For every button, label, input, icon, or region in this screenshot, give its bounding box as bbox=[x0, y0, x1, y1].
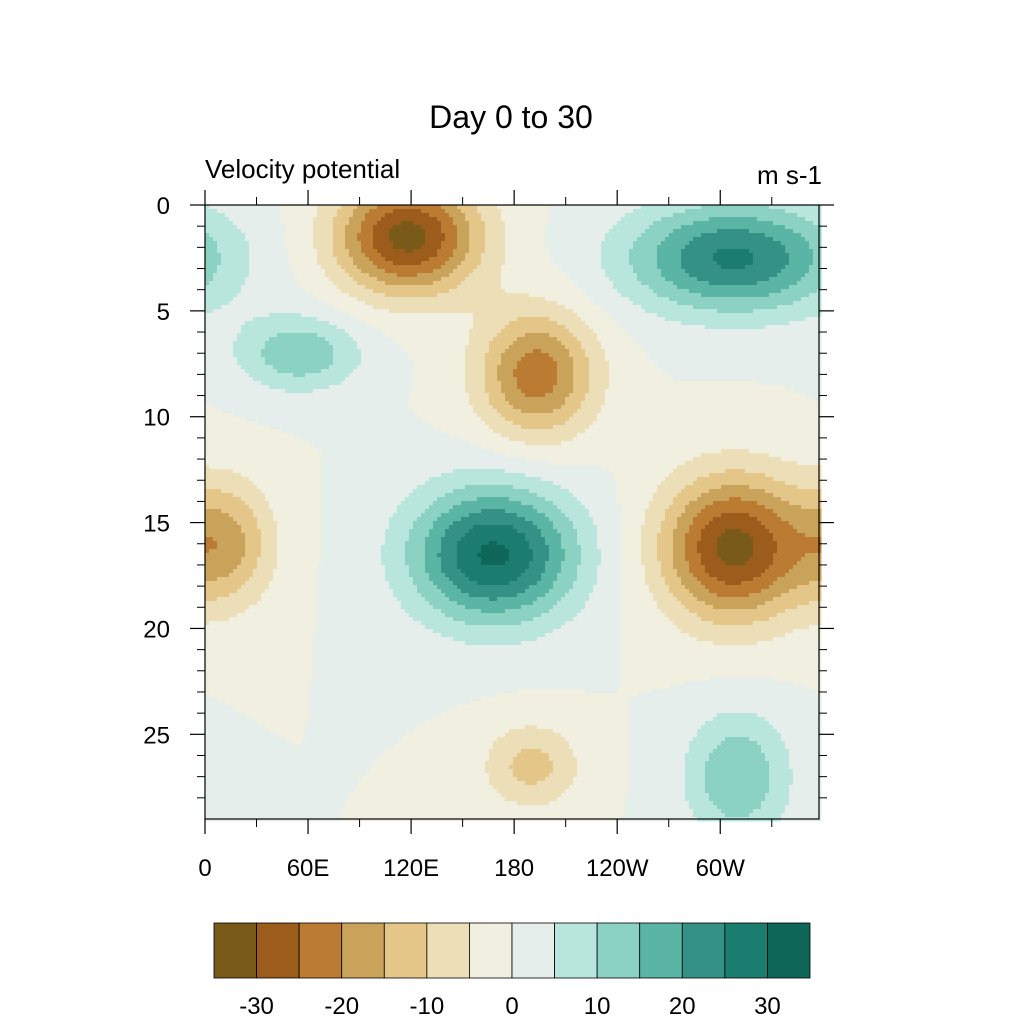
x-tick-label: 120E bbox=[383, 855, 439, 882]
y-tick-label: 25 bbox=[143, 722, 170, 749]
colorbar-swatch bbox=[384, 923, 427, 978]
colorbar-label: -30 bbox=[239, 993, 274, 1020]
x-tick-label: 120W bbox=[586, 855, 649, 882]
colorbar-swatch bbox=[767, 923, 810, 978]
colorbar-swatch bbox=[597, 923, 640, 978]
contour-field bbox=[205, 205, 822, 822]
colorbar-swatch bbox=[555, 923, 598, 978]
units-label: m s-1 bbox=[757, 160, 822, 190]
x-tick-label: 0 bbox=[198, 855, 211, 882]
colorbar-label: 0 bbox=[505, 993, 518, 1020]
colorbar-label: -20 bbox=[324, 993, 359, 1020]
colorbar-swatch bbox=[299, 923, 342, 978]
y-tick-label: 20 bbox=[143, 616, 170, 643]
colorbar: -30 -20 -10 0 10 20 30 bbox=[214, 923, 810, 1020]
x-tick-label: 60E bbox=[287, 855, 330, 882]
colorbar-label: -10 bbox=[410, 993, 445, 1020]
colorbar-swatch bbox=[257, 923, 300, 978]
x-tick-label: 60W bbox=[696, 855, 746, 882]
colorbar-swatch bbox=[214, 923, 257, 978]
colorbar-swatch bbox=[725, 923, 768, 978]
colorbar-swatch bbox=[682, 923, 725, 978]
y-tick-label: 5 bbox=[157, 299, 170, 326]
chart-title: Day 0 to 30 bbox=[429, 99, 593, 135]
y-tick-label: 10 bbox=[143, 405, 170, 432]
colorbar-label: 10 bbox=[584, 993, 611, 1020]
colorbar-swatch bbox=[469, 923, 512, 978]
colorbar-swatch bbox=[427, 923, 470, 978]
colorbar-label: 20 bbox=[669, 993, 696, 1020]
y-tick-label: 0 bbox=[157, 193, 170, 220]
colorbar-label: 30 bbox=[754, 993, 781, 1020]
colorbar-swatch bbox=[640, 923, 683, 978]
colorbar-swatch bbox=[342, 923, 385, 978]
x-tick-label: 180 bbox=[494, 855, 534, 882]
colorbar-swatch bbox=[512, 923, 555, 978]
y-tick-label: 15 bbox=[143, 511, 170, 538]
left-label: Velocity potential bbox=[205, 154, 400, 184]
